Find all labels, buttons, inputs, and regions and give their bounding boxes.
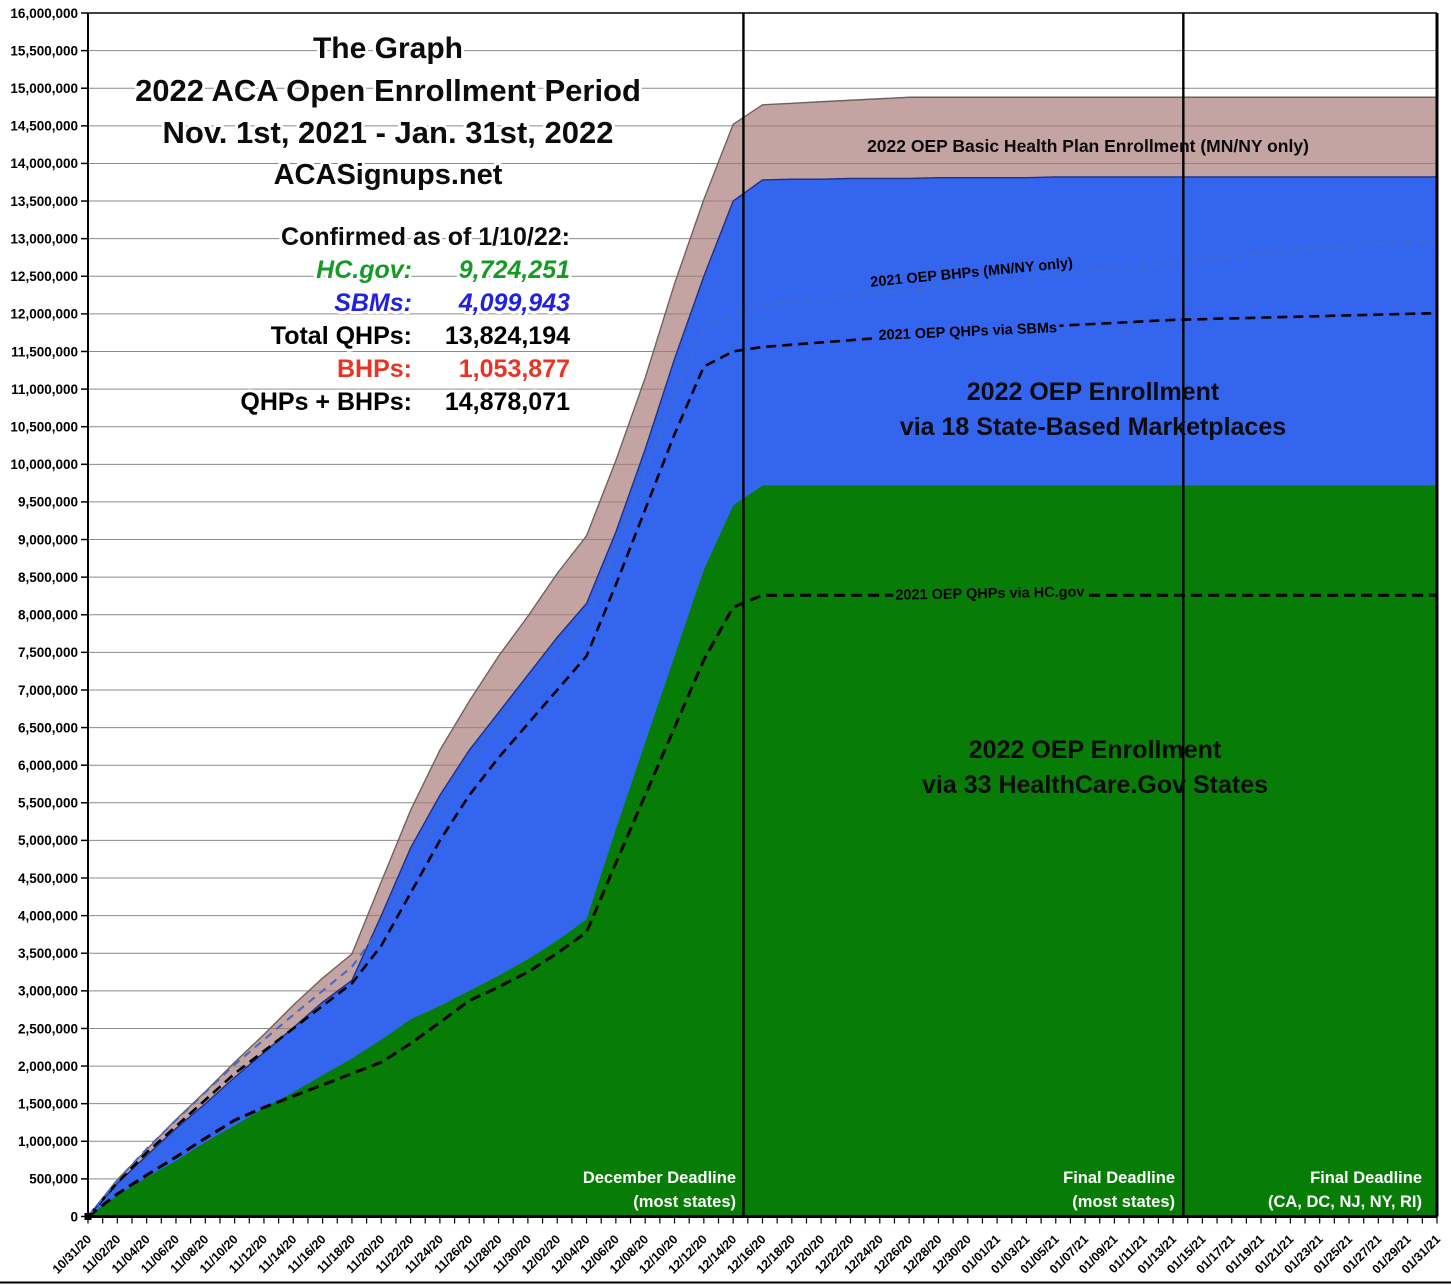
y-tick-label: 9,500,000 <box>18 495 78 510</box>
y-tick-label: 16,000,000 <box>10 6 78 21</box>
deadline-label: (most states) <box>633 1193 736 1211</box>
y-tick-label: 8,000,000 <box>18 608 78 623</box>
stat-label: BHPs: <box>337 355 412 383</box>
confirmed-stats-block: Confirmed as of 1/10/22: HC.gov: 9,724,25… <box>237 220 573 419</box>
y-tick-label: 8,500,000 <box>18 570 78 585</box>
deadline-label: Final Deadline <box>1310 1169 1422 1187</box>
y-tick-label: 1,500,000 <box>18 1096 78 1111</box>
y-tick-label: 2,000,000 <box>18 1059 78 1074</box>
y-tick-label: 10,000,000 <box>10 457 78 472</box>
y-tick-label: 12,500,000 <box>10 269 78 284</box>
stat-value: 1,053,877 <box>459 355 570 383</box>
title-block: The Graph 2022 ACA Open Enrollment Perio… <box>132 29 644 194</box>
area-label: 2022 OEP Enrollment <box>969 736 1222 764</box>
deadline-lines <box>742 13 1185 1217</box>
stat-label: SBMs: <box>334 289 412 317</box>
y-tick-label: 2,500,000 <box>18 1021 78 1036</box>
y-tick-label: 4,500,000 <box>18 871 78 886</box>
y-tick-label: 5,500,000 <box>18 796 78 811</box>
area-label: via 18 State-Based Marketplaces <box>900 413 1286 441</box>
y-tick-label: 10,500,000 <box>10 420 78 435</box>
chart-title-line-3: Nov. 1st, 2021 - Jan. 31st, 2022 <box>163 115 614 150</box>
y-tick-label: 500,000 <box>29 1172 78 1187</box>
deadline-label: December Deadline <box>583 1169 736 1187</box>
stat-value: 4,099,943 <box>458 289 570 317</box>
deadline-label: (most states) <box>1072 1193 1175 1211</box>
y-tick-label: 13,500,000 <box>10 194 78 209</box>
y-tick-label: 15,000,000 <box>10 81 78 96</box>
stat-label: Total QHPs: <box>271 322 412 350</box>
y-tick-label: 14,500,000 <box>10 119 78 134</box>
y-tick-label: 1,000,000 <box>18 1134 78 1149</box>
y-tick-label: 7,500,000 <box>18 645 78 660</box>
stat-label: QHPs + BHPs: <box>240 388 412 416</box>
y-tick-label: 7,000,000 <box>18 683 78 698</box>
deadline-label: Final Deadline <box>1063 1169 1175 1187</box>
stat-value: 13,824,194 <box>445 322 570 350</box>
stacked-area-series <box>87 96 1437 1217</box>
area-label: via 33 HealthCare.Gov States <box>922 771 1268 799</box>
y-tick-label: 4,000,000 <box>18 908 78 923</box>
chart-title-line-4: ACASignups.net <box>274 159 503 191</box>
y-tick-label: 0 <box>70 1209 78 1224</box>
stat-label: HC.gov: <box>316 256 412 284</box>
y-tick-label: 12,000,000 <box>10 307 78 322</box>
y-tick-label: 15,500,000 <box>10 43 78 58</box>
chart-title-line-1: The Graph <box>313 32 463 65</box>
y-tick-label: 9,000,000 <box>18 532 78 547</box>
dashed-line-2021-oep-bhps-mn-ny-only- <box>87 239 1438 1218</box>
stat-value: 9,724,251 <box>459 256 570 284</box>
chart-title-line-2: 2022 ACA Open Enrollment Period <box>135 73 641 108</box>
stat-value: 14,878,071 <box>445 388 570 416</box>
y-tick-label: 14,000,000 <box>10 156 78 171</box>
stats-heading: Confirmed as of 1/10/22: <box>281 223 570 251</box>
y-tick-label: 11,500,000 <box>11 344 78 359</box>
y-tick-label: 6,000,000 <box>18 758 78 773</box>
area-top-edge <box>87 176 1437 1217</box>
dashed-line-2021-oep-qhps-via-hc-gov <box>87 593 1437 1218</box>
y-tick-label: 5,000,000 <box>18 833 78 848</box>
y-tick-label: 3,500,000 <box>18 946 78 961</box>
y-tick-label: 13,000,000 <box>10 231 78 246</box>
plot-frame <box>0 12 1451 1284</box>
area-label: 2022 OEP Enrollment <box>967 378 1220 406</box>
reference-dashed-lines <box>87 239 1438 1218</box>
y-tick-label: 6,500,000 <box>18 720 78 735</box>
area-2022-oep-enrollment-via-33-healthcare-gov-states <box>88 485 1437 1217</box>
dashed-line-label: 2021 OEP QHPs via HC.gov <box>895 584 1084 603</box>
area-label: 2022 OEP Basic Health Plan Enrollment (M… <box>867 136 1309 156</box>
y-tick-label: 11,000,000 <box>11 382 78 397</box>
deadline-label: (CA, DC, NJ, NY, RI) <box>1268 1193 1422 1211</box>
y-tick-label: 3,000,000 <box>18 984 78 999</box>
area-top-edge <box>87 96 1437 1217</box>
